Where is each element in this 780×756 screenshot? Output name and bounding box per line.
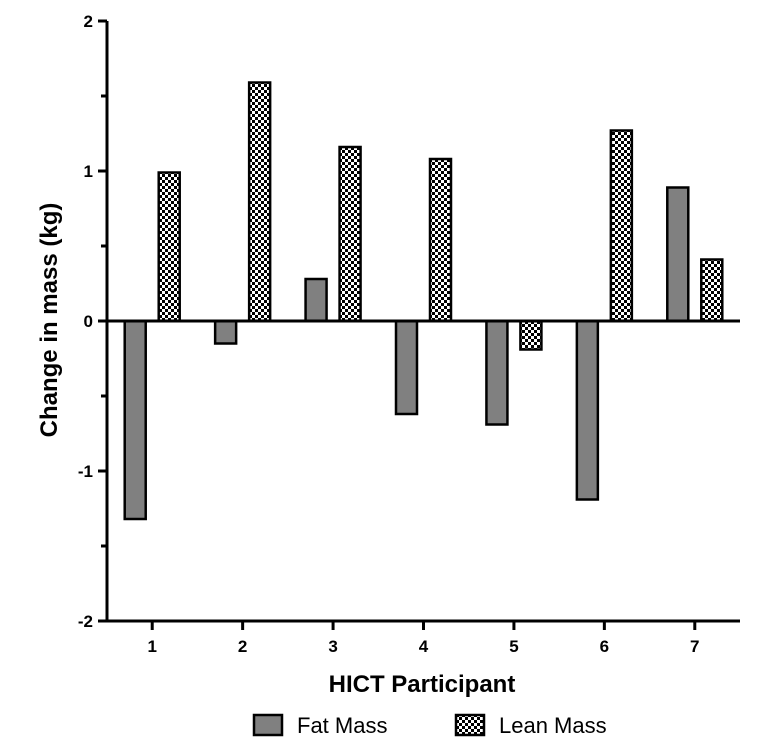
bar-lean-mass-7 xyxy=(700,258,724,323)
x-axis-title: HICT Participant xyxy=(329,671,516,698)
x-tick-label-1: 1 xyxy=(147,637,156,656)
bar-lean-mass-6 xyxy=(609,129,634,323)
legend-label-lean-mass: Lean Mass xyxy=(499,713,607,738)
y-tick-label: -1 xyxy=(78,462,93,481)
y-tick-label: 1 xyxy=(84,162,93,181)
bar-lean-mass-4 xyxy=(428,157,453,323)
tick-labels: -2 -1 0 1 2 1 2 3 4 5 6 7 xyxy=(78,12,700,656)
bar-lean-mass-2 xyxy=(247,81,272,323)
bar-fat-mass-7 xyxy=(666,186,690,323)
y-axis-title: Change in mass (kg) xyxy=(36,203,63,438)
bar-fat-mass-4 xyxy=(394,319,419,416)
x-tick-label-6: 6 xyxy=(600,637,609,656)
bar-fat-mass-3 xyxy=(304,277,328,323)
bar-fat-mass-2 xyxy=(213,319,238,345)
bar-fat-mass-6 xyxy=(575,319,600,501)
x-tick-label-7: 7 xyxy=(690,637,699,656)
y-tick-label: -2 xyxy=(78,612,93,631)
bar-lean-mass-3 xyxy=(338,145,362,323)
x-tick-label-4: 4 xyxy=(419,637,429,656)
bars xyxy=(123,81,724,521)
bar-fat-mass-1 xyxy=(123,319,147,521)
x-tick-label-5: 5 xyxy=(509,637,518,656)
legend-swatch-lean-mass xyxy=(454,713,486,737)
bar-lean-mass-5 xyxy=(519,319,543,351)
x-tick-label-2: 2 xyxy=(238,637,247,656)
bar-lean-mass-1 xyxy=(157,171,181,323)
y-tick-label: 2 xyxy=(84,12,93,31)
legend-label-fat-mass: Fat Mass xyxy=(297,713,387,738)
y-tick-label: 0 xyxy=(84,312,93,331)
axes xyxy=(98,19,740,630)
legend-swatch-fat-mass xyxy=(252,713,284,737)
bar-fat-mass-5 xyxy=(485,319,509,426)
x-tick-label-3: 3 xyxy=(328,637,337,656)
legend: Fat Mass Lean Mass xyxy=(252,713,607,738)
